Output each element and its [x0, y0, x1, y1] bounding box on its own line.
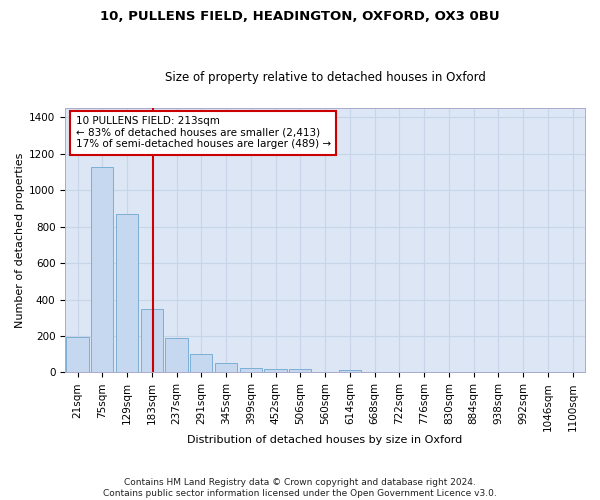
Bar — [289, 369, 311, 372]
Bar — [116, 214, 138, 372]
X-axis label: Distribution of detached houses by size in Oxford: Distribution of detached houses by size … — [187, 435, 463, 445]
Bar — [67, 337, 89, 372]
Bar — [265, 369, 287, 372]
Text: 10 PULLENS FIELD: 213sqm
← 83% of detached houses are smaller (2,413)
17% of sem: 10 PULLENS FIELD: 213sqm ← 83% of detach… — [76, 116, 331, 150]
Bar — [166, 338, 188, 372]
Text: 10, PULLENS FIELD, HEADINGTON, OXFORD, OX3 0BU: 10, PULLENS FIELD, HEADINGTON, OXFORD, O… — [100, 10, 500, 23]
Y-axis label: Number of detached properties: Number of detached properties — [15, 152, 25, 328]
Bar — [215, 364, 237, 372]
Bar — [190, 354, 212, 372]
Title: Size of property relative to detached houses in Oxford: Size of property relative to detached ho… — [164, 70, 485, 84]
Text: Contains HM Land Registry data © Crown copyright and database right 2024.
Contai: Contains HM Land Registry data © Crown c… — [103, 478, 497, 498]
Bar — [140, 308, 163, 372]
Bar — [91, 166, 113, 372]
Bar — [338, 370, 361, 372]
Bar — [239, 368, 262, 372]
